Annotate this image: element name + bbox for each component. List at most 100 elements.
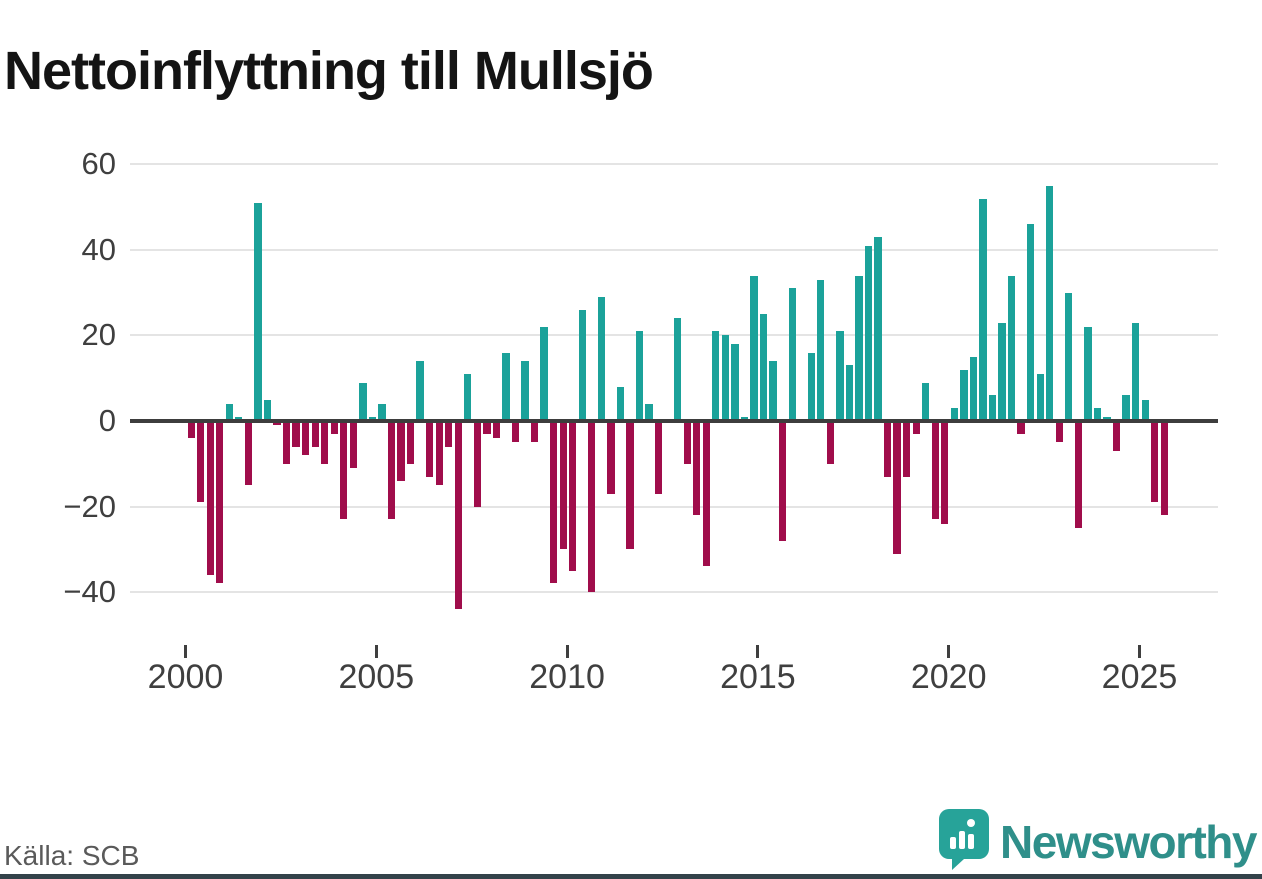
bar-2007Q2	[464, 373, 472, 421]
bar-2004Q3	[359, 382, 367, 421]
bar-2000Q4	[216, 421, 224, 584]
bar-2003Q2	[311, 421, 319, 447]
bar-2024Q1	[1103, 416, 1111, 421]
bar-2022Q3	[1046, 185, 1054, 421]
bar-2005Q1	[378, 403, 386, 421]
bar-2024Q4	[1131, 322, 1140, 421]
bar-2006Q3	[435, 421, 443, 486]
bar-2014Q3	[740, 416, 749, 421]
bar-2002Q1	[263, 399, 272, 421]
bar-2015Q2	[769, 361, 777, 421]
bar-2013Q1	[683, 421, 691, 464]
bar-2004Q4	[368, 416, 377, 421]
bar-2004Q1	[340, 421, 348, 520]
bar-2001Q3	[244, 421, 253, 486]
bar-2017Q3	[855, 275, 863, 421]
bar-2002Q2	[273, 421, 281, 426]
gridline-40	[130, 248, 1218, 251]
bar-2019Q2	[922, 382, 930, 421]
bar-2012Q4	[674, 318, 682, 421]
bar-2020Q3	[969, 356, 978, 421]
bar-2019Q4	[941, 421, 949, 524]
bar-2006Q1	[416, 361, 424, 421]
bar-2022Q2	[1036, 373, 1044, 421]
bar-2010Q4	[597, 296, 606, 421]
bar-2011Q4	[635, 331, 644, 421]
bar-2018Q3	[893, 421, 901, 554]
y-axis-label--20: −20	[63, 488, 116, 524]
bar-2020Q1	[950, 408, 958, 421]
bar-2012Q2	[654, 421, 663, 494]
bar-2024Q2	[1112, 421, 1121, 451]
bar-2000Q1	[187, 421, 195, 439]
bar-2016Q2	[807, 352, 815, 421]
x-tick-2010	[565, 645, 569, 658]
bar-2003Q1	[301, 421, 310, 456]
bar-2002Q3	[282, 421, 291, 464]
bar-2009Q2	[540, 326, 548, 421]
x-axis-label-2025: 2025	[1101, 658, 1178, 696]
bar-2009Q1	[530, 421, 539, 443]
bar-2005Q2	[387, 421, 396, 520]
bar-2019Q1	[912, 421, 920, 434]
y-axis-label-20: 20	[81, 317, 116, 353]
bar-2009Q3	[550, 421, 558, 584]
bar-2001Q2	[235, 416, 243, 421]
bar-2008Q2	[502, 352, 510, 421]
bar-2025Q2	[1151, 421, 1159, 503]
bar-2022Q4	[1055, 421, 1063, 443]
gridline-20	[130, 334, 1218, 337]
bar-2021Q4	[1017, 421, 1025, 434]
x-axis-label-2020: 2020	[910, 658, 987, 696]
bar-2025Q1	[1141, 399, 1149, 421]
bar-2023Q1	[1065, 292, 1073, 421]
x-axis-label-2000: 2000	[147, 658, 224, 696]
bar-2017Q4	[864, 245, 873, 421]
y-axis-label-60: 60	[81, 146, 116, 182]
bar-2018Q2	[883, 421, 892, 477]
bar-2008Q1	[492, 421, 501, 439]
bar-2010Q3	[588, 421, 596, 593]
bar-2001Q4	[254, 202, 262, 421]
bar-2006Q2	[426, 421, 434, 477]
bar-2010Q2	[578, 309, 586, 421]
bar-2013Q3	[702, 421, 710, 567]
y-axis-label-0: 0	[98, 403, 116, 438]
brand-name: Newsworthy	[1000, 815, 1257, 868]
bar-2014Q1	[721, 335, 730, 421]
bar-2023Q2	[1074, 421, 1083, 528]
bar-2017Q2	[845, 365, 854, 421]
bar-2019Q3	[931, 421, 939, 520]
bar-2010Q1	[569, 421, 577, 571]
bar-2007Q1	[454, 421, 462, 610]
bar-2007Q4	[483, 421, 491, 434]
bar-2003Q3	[321, 421, 329, 464]
gridline--40	[130, 591, 1218, 594]
bar-2015Q4	[788, 288, 796, 421]
bar-2013Q2	[693, 421, 701, 516]
bar-2018Q1	[874, 237, 882, 421]
bar-2000Q3	[206, 421, 214, 575]
bar-2001Q1	[225, 403, 233, 421]
bar-2017Q1	[836, 331, 844, 421]
bar-2003Q4	[330, 421, 338, 434]
x-tick-2025	[1138, 645, 1141, 658]
bar-2000Q2	[197, 421, 205, 503]
newsworthy-logo: Newsworthy	[938, 808, 1257, 875]
source-label: Källa: SCB	[4, 840, 140, 871]
y-axis-label-40: 40	[81, 231, 116, 267]
bar-2021Q1	[988, 395, 997, 421]
bar-2008Q3	[511, 421, 520, 443]
plot-area	[130, 150, 1218, 620]
bar-2023Q3	[1084, 326, 1092, 421]
x-axis-label-2005: 2005	[338, 658, 415, 696]
page-title: Nettoinflyttning till Mullsjö	[4, 41, 654, 102]
bar-2011Q3	[626, 421, 634, 550]
x-tick-2015	[756, 645, 760, 658]
bar-2016Q3	[817, 279, 825, 421]
y-axis-label--40: −40	[63, 574, 116, 610]
x-axis-label-2015: 2015	[720, 658, 796, 696]
bar-2008Q4	[521, 361, 529, 421]
bar-2004Q2	[349, 421, 357, 469]
x-tick-2000	[184, 645, 187, 658]
